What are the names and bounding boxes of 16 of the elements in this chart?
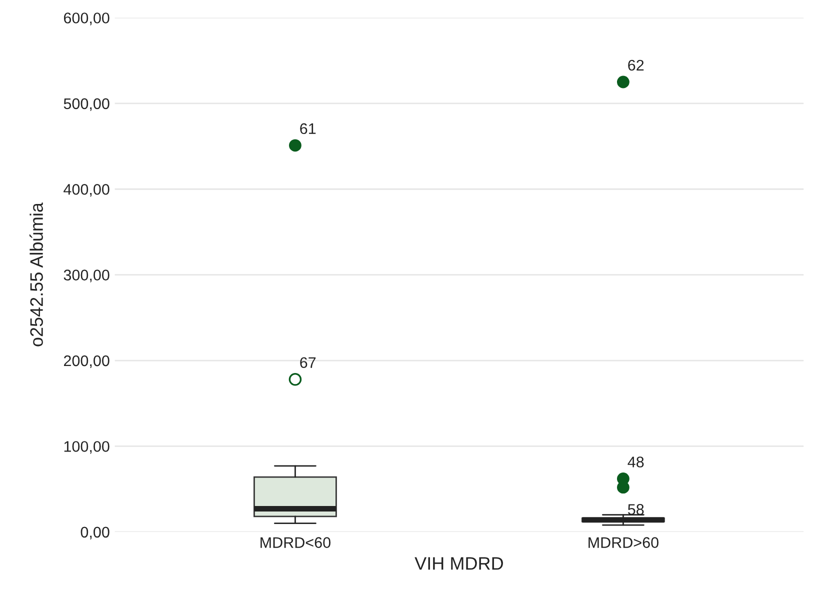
y-tick-label: 600,00 <box>64 12 110 26</box>
annotation: 58 <box>628 504 644 515</box>
y-axis-title: o2542.55 Albúmia <box>30 202 43 346</box>
x-tick-label: MDRD<60 <box>260 537 330 548</box>
x-axis-title: VIH MDRD <box>414 557 503 570</box>
y-tick-label: 400,00 <box>64 184 110 197</box>
y-tick-label: 300,00 <box>64 270 110 282</box>
annotation: 61 <box>300 123 316 134</box>
x-tick-label: MDRD>60 <box>588 537 658 548</box>
annotation: 67 <box>300 357 316 368</box>
annotation: 62 <box>628 60 644 71</box>
y-tick-label: 500,00 <box>64 98 110 111</box>
y-tick-label: 0,00 <box>80 526 110 540</box>
y-tick-label: 200,00 <box>64 355 110 368</box>
y-tick-label: 100,00 <box>64 441 110 454</box>
annotation: 48 <box>628 456 644 468</box>
